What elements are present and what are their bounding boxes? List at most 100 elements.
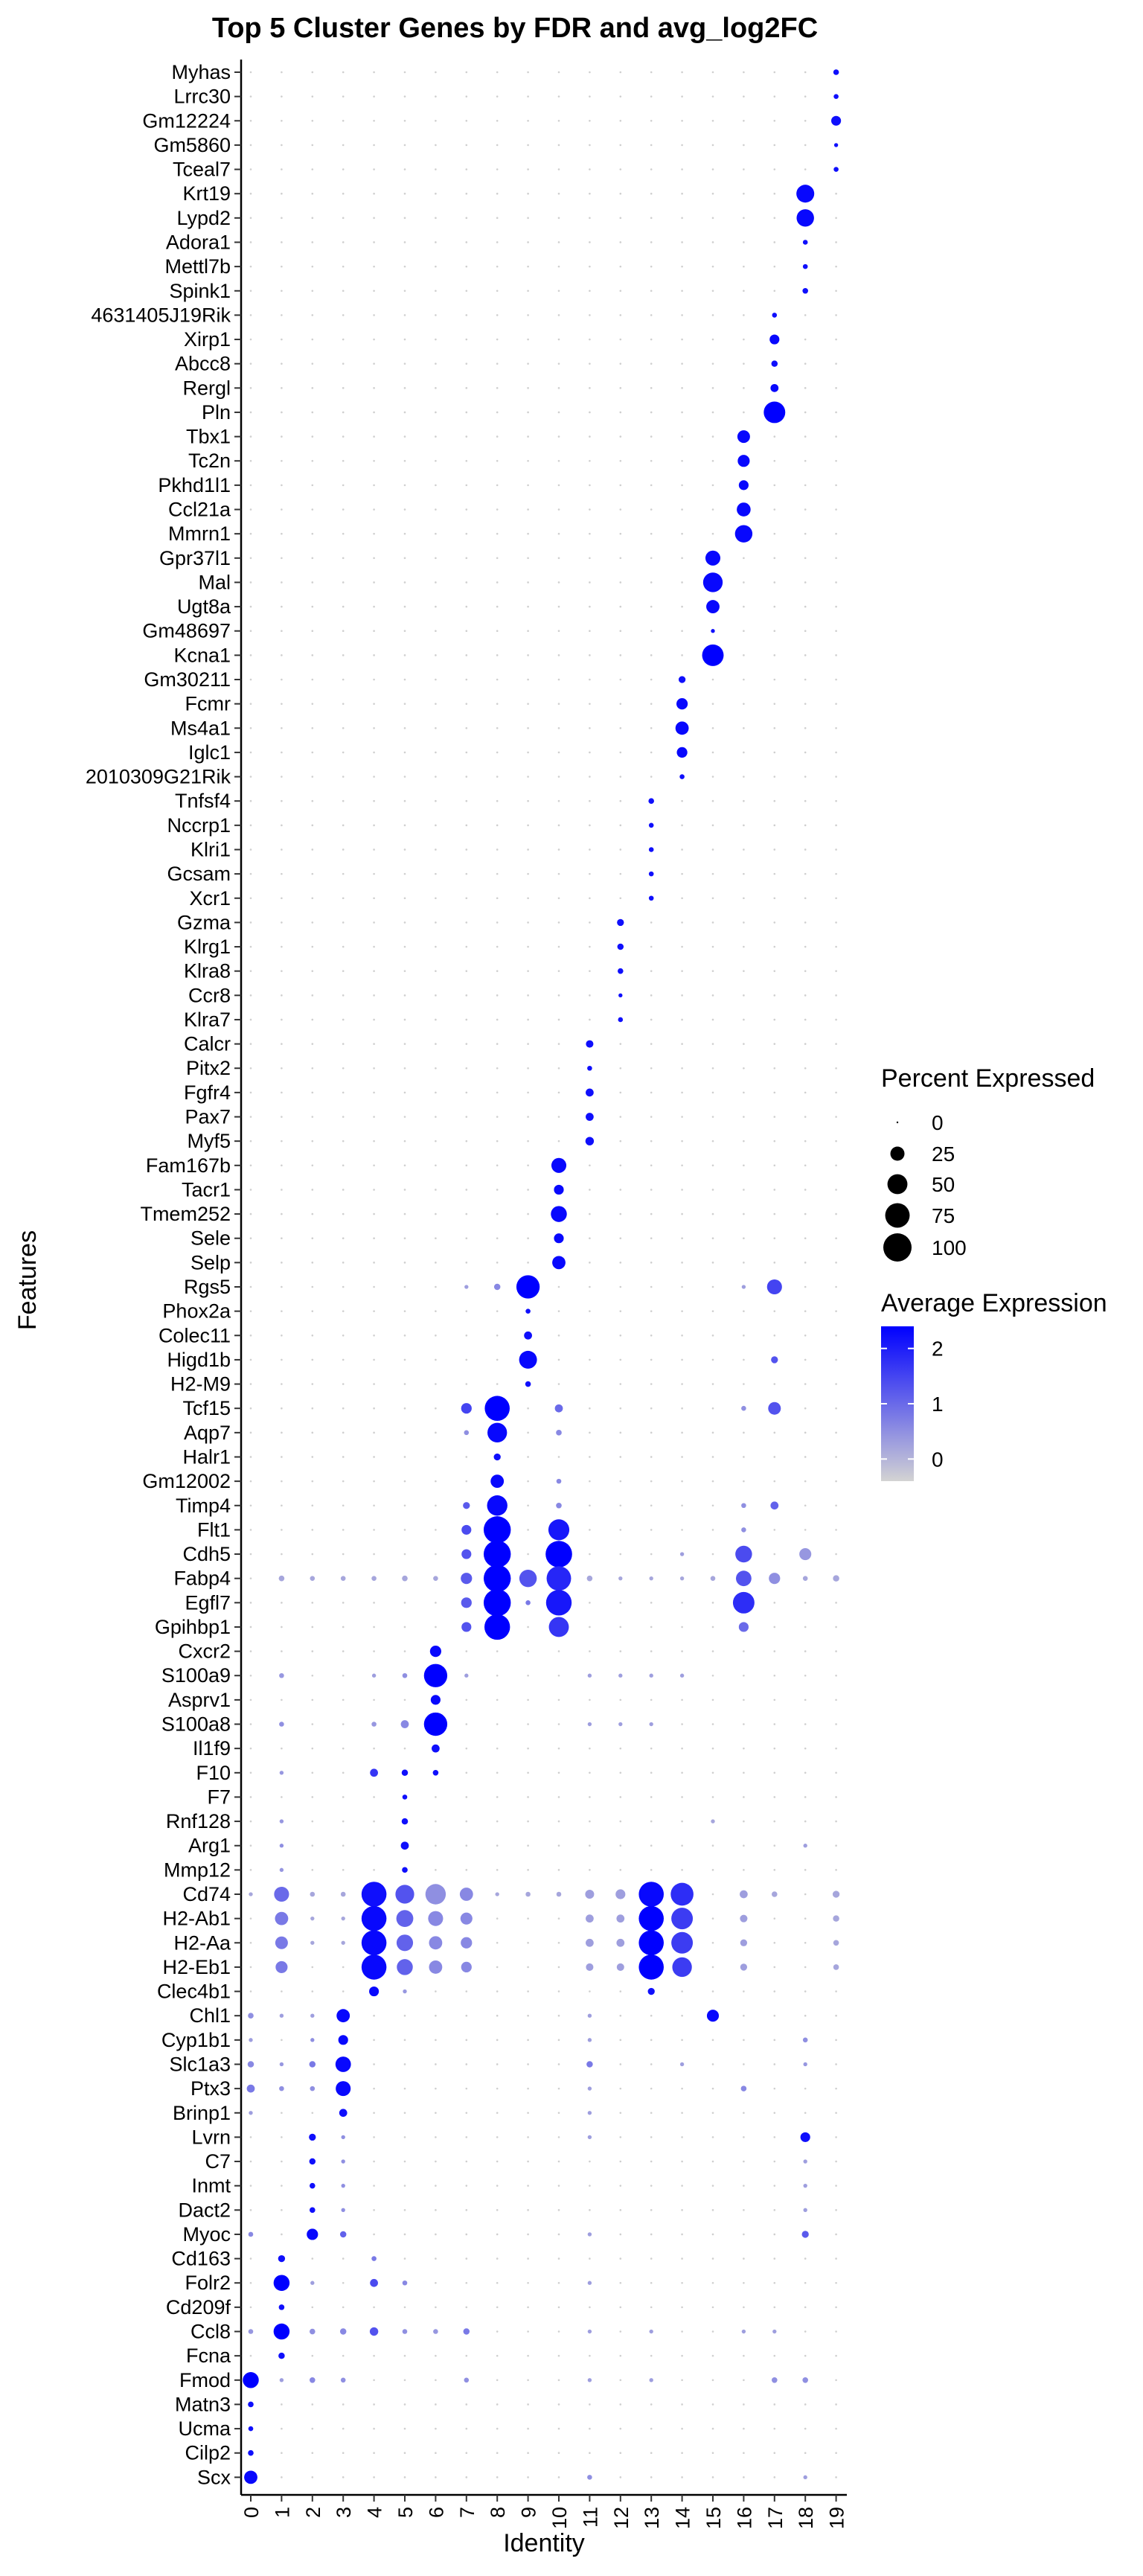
zero-point xyxy=(403,921,406,924)
zero-point xyxy=(557,751,560,754)
zero-point xyxy=(465,484,468,487)
zero-point xyxy=(557,532,560,535)
zero-point xyxy=(681,872,683,875)
zero-point xyxy=(619,1698,622,1701)
y-tick-label: Rgs5 xyxy=(184,1276,231,1298)
zero-point xyxy=(743,2160,745,2163)
data-point xyxy=(741,1405,746,1411)
zero-point xyxy=(650,1650,653,1652)
zero-point xyxy=(835,1091,837,1094)
zero-point xyxy=(342,1966,345,1969)
zero-point xyxy=(403,945,406,948)
zero-point xyxy=(311,2403,314,2406)
zero-point xyxy=(496,1237,499,1240)
zero-point xyxy=(342,2427,345,2430)
data-point xyxy=(616,1938,625,1947)
zero-point xyxy=(804,1869,807,1871)
zero-point xyxy=(249,484,252,487)
zero-point xyxy=(681,314,683,316)
zero-point xyxy=(650,945,653,948)
zero-point xyxy=(835,290,837,293)
zero-point xyxy=(465,2233,468,2236)
zero-point xyxy=(650,338,653,341)
zero-point xyxy=(804,1358,807,1361)
data-point xyxy=(463,2328,470,2335)
zero-point xyxy=(773,1456,776,1458)
data-point xyxy=(493,1453,501,1461)
zero-point xyxy=(435,71,437,74)
zero-point xyxy=(650,119,653,122)
data-point xyxy=(587,2038,592,2042)
zero-point xyxy=(681,897,683,900)
zero-point xyxy=(804,897,807,900)
data-point xyxy=(484,1614,510,1640)
zero-point xyxy=(589,2209,591,2211)
zero-point xyxy=(557,1747,560,1750)
zero-point xyxy=(465,2452,468,2455)
zero-point xyxy=(403,703,406,705)
data-point xyxy=(309,2133,316,2141)
zero-point xyxy=(835,1529,837,1531)
data-point xyxy=(801,2231,809,2238)
zero-point xyxy=(281,119,283,122)
zero-point xyxy=(804,970,807,972)
zero-point xyxy=(496,557,499,560)
y-tick-label: Selp xyxy=(190,1251,231,1273)
zero-point xyxy=(773,508,776,511)
zero-point xyxy=(373,945,375,948)
zero-point xyxy=(650,1212,653,1215)
x-tick-label: 9 xyxy=(518,2507,540,2518)
zero-point xyxy=(835,338,837,341)
zero-point xyxy=(435,1262,437,1264)
zero-point xyxy=(743,1650,745,1652)
zero-point xyxy=(743,897,745,900)
zero-point xyxy=(681,484,683,487)
zero-point xyxy=(373,776,375,778)
zero-point xyxy=(527,897,529,900)
data-point xyxy=(371,1673,377,1678)
zero-point xyxy=(743,241,745,243)
zero-point xyxy=(681,1237,683,1240)
zero-point xyxy=(681,799,683,802)
zero-point xyxy=(835,2306,837,2309)
data-point xyxy=(648,895,654,901)
zero-point xyxy=(281,1602,283,1604)
data-point xyxy=(833,167,839,172)
data-point xyxy=(587,2378,592,2382)
zero-point xyxy=(249,1116,252,1118)
data-point xyxy=(649,2329,653,2334)
zero-point xyxy=(311,314,314,316)
zero-point xyxy=(403,654,406,656)
y-tick-label: Fcna xyxy=(186,2345,231,2367)
zero-point xyxy=(804,751,807,754)
zero-point xyxy=(743,1480,745,1483)
zero-point xyxy=(619,1990,622,1992)
zero-point xyxy=(681,824,683,827)
zero-point xyxy=(619,290,622,293)
zero-point xyxy=(373,824,375,827)
zero-point xyxy=(496,1844,499,1847)
zero-point xyxy=(650,2257,653,2260)
zero-point xyxy=(373,71,375,74)
zero-point xyxy=(743,2063,745,2065)
data-point xyxy=(273,2323,290,2340)
data-point xyxy=(556,1478,562,1484)
data-point xyxy=(371,1722,377,1727)
zero-point xyxy=(527,1723,529,1725)
data-point xyxy=(766,1279,782,1295)
zero-point xyxy=(743,1091,745,1094)
data-point xyxy=(490,1474,505,1489)
zero-point xyxy=(619,1358,622,1361)
zero-point xyxy=(711,1067,714,1070)
zero-point xyxy=(465,1383,468,1385)
zero-point xyxy=(403,2306,406,2309)
y-tick-label: Tacr1 xyxy=(182,1178,231,1201)
zero-point xyxy=(773,945,776,948)
zero-point xyxy=(804,314,807,316)
zero-point xyxy=(496,484,499,487)
zero-point xyxy=(403,1262,406,1264)
zero-point xyxy=(281,1990,283,1992)
zero-point xyxy=(527,1164,529,1167)
zero-point xyxy=(804,678,807,681)
x-tick-label: 11 xyxy=(579,2507,601,2528)
